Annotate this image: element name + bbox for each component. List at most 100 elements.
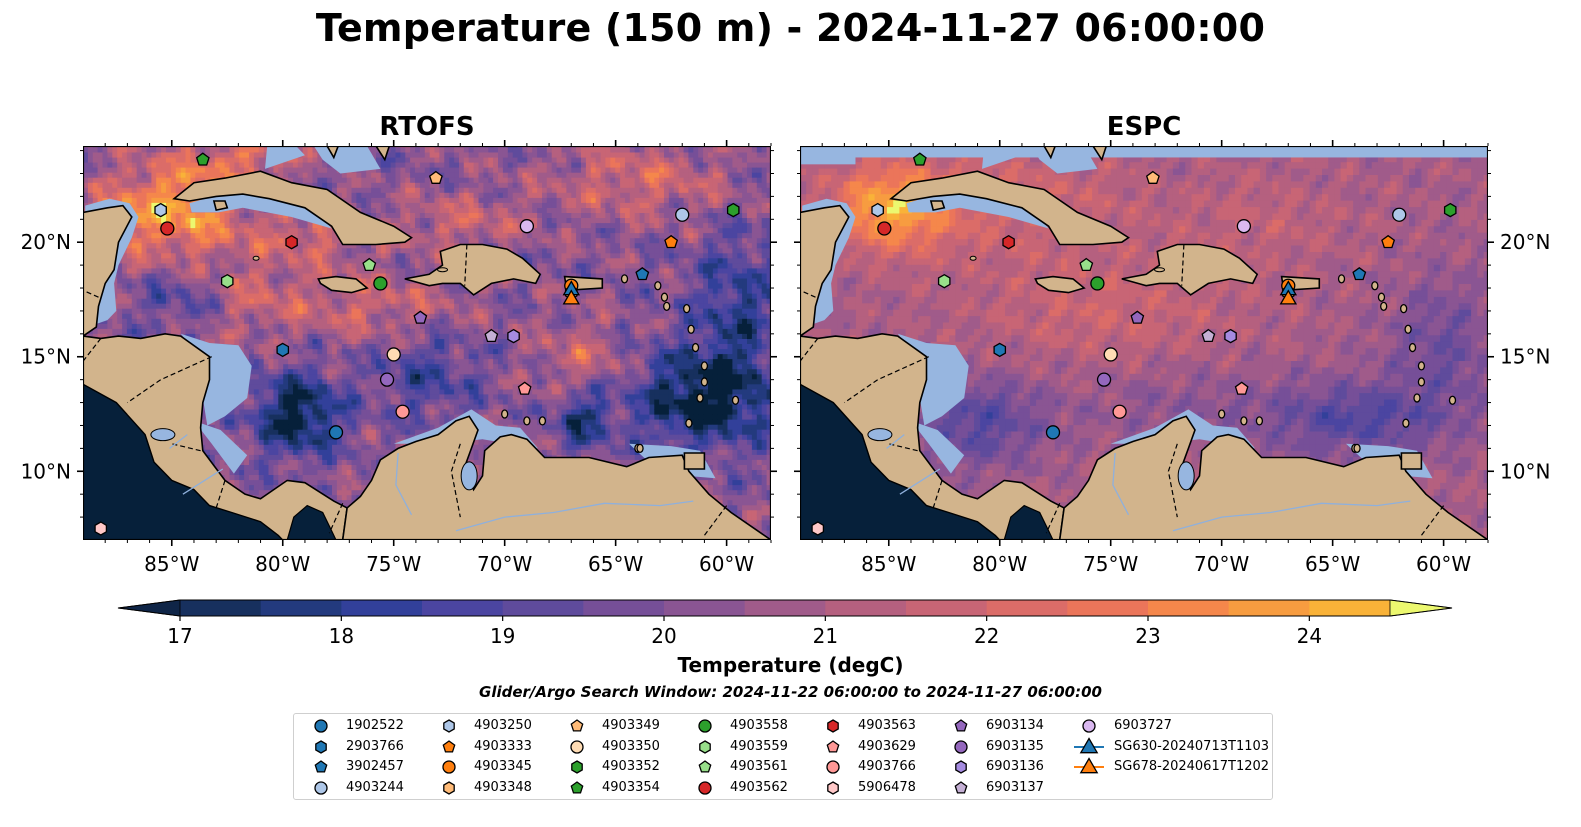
- small-island: [1404, 324, 1412, 334]
- legend-label: 6903134: [986, 718, 1044, 733]
- float-marker-4903354[interactable]: [195, 152, 210, 166]
- legend-label: 6903727: [1114, 718, 1172, 733]
- legend-marker-icon: [826, 739, 840, 753]
- float-marker-6903134[interactable]: [1130, 310, 1145, 324]
- float-marker-6903136[interactable]: [507, 328, 520, 344]
- float-marker-4903352[interactable]: [1443, 202, 1457, 218]
- float-marker-4903250[interactable]: [871, 202, 884, 218]
- country-border: [800, 289, 816, 298]
- river: [1112, 452, 1130, 516]
- country-border: [888, 443, 918, 452]
- legend-marker-icon: [570, 780, 584, 794]
- float-marker-2903766[interactable]: [276, 342, 290, 358]
- float-marker-4903354[interactable]: [912, 152, 927, 166]
- small-island: [1380, 301, 1388, 311]
- float-marker-4903629[interactable]: [1234, 381, 1249, 395]
- map-frame: [83, 146, 771, 540]
- land-cuba: [889, 170, 1130, 246]
- float-marker-4903766[interactable]: [395, 404, 410, 419]
- float-marker-SG678-20240617T1202[interactable]: [562, 289, 581, 305]
- land-bahamas1: [326, 146, 340, 160]
- float-marker-4903559[interactable]: [220, 273, 234, 289]
- colorbar-segment: [422, 600, 504, 616]
- colorbar-segment: [260, 600, 342, 616]
- gulf-of-panama: [1003, 504, 1054, 540]
- lon-tick-label: 70°W: [1194, 552, 1249, 576]
- pacific-ocean: [83, 383, 284, 540]
- float-marker-4903562[interactable]: [877, 221, 892, 236]
- small-island: [1240, 416, 1248, 426]
- legend-marker-icon: [827, 719, 839, 733]
- float-marker-6903727[interactable]: [519, 219, 535, 234]
- lat-tick-label: 20°N: [21, 230, 71, 254]
- float-marker-6903134[interactable]: [413, 310, 428, 324]
- float-markers: [94, 152, 740, 536]
- colorbar-tick-label: 23: [1135, 624, 1160, 648]
- float-marker-4903563[interactable]: [285, 234, 298, 250]
- colorbar-label: Temperature (degC): [677, 653, 904, 677]
- float-marker-4903350[interactable]: [1103, 347, 1118, 362]
- small-island: [1377, 292, 1386, 302]
- float-marker-4903244[interactable]: [675, 207, 690, 222]
- float-marker-6903136[interactable]: [1224, 328, 1237, 344]
- float-marker-4903333[interactable]: [664, 234, 679, 249]
- float-marker-4903350[interactable]: [386, 347, 401, 362]
- float-marker-6903137[interactable]: [484, 328, 499, 343]
- small-island: [252, 255, 260, 261]
- float-marker-4903558[interactable]: [1090, 276, 1105, 291]
- float-marker-4903558[interactable]: [373, 276, 388, 291]
- small-island: [1218, 409, 1226, 419]
- float-marker-SG678-20240617T1202[interactable]: [1279, 289, 1298, 305]
- float-marker-4903333[interactable]: [1381, 234, 1396, 249]
- legend-marker-icon: [570, 739, 584, 754]
- float-marker-6903135[interactable]: [1096, 372, 1112, 387]
- float-marker-4903250[interactable]: [154, 202, 167, 218]
- land-isla: [212, 200, 229, 212]
- float-marker-6903727[interactable]: [1236, 219, 1252, 234]
- small-island: [636, 443, 644, 454]
- small-island: [1154, 267, 1166, 273]
- small-island: [700, 361, 709, 371]
- float-marker-3902457[interactable]: [1352, 266, 1367, 281]
- float-marker-4903562[interactable]: [160, 221, 175, 236]
- colorbar-segment: [341, 600, 423, 616]
- float-marker-5906478[interactable]: [811, 521, 825, 536]
- river: [182, 468, 224, 495]
- float-marker-4903629[interactable]: [517, 381, 532, 395]
- shallow-shelf: [911, 420, 965, 474]
- legend-marker-icon: [442, 760, 456, 774]
- legend-label: 4903563: [858, 718, 916, 733]
- float-marker-4903349[interactable]: [428, 170, 443, 184]
- float-marker-4903349[interactable]: [1145, 170, 1160, 184]
- float-marker-3902457[interactable]: [635, 266, 650, 281]
- float-marker-4903559[interactable]: [937, 273, 951, 289]
- float-marker-5906478[interactable]: [94, 521, 108, 536]
- rtofs-map[interactable]: [83, 146, 771, 540]
- espc-map[interactable]: [800, 146, 1488, 540]
- float-marker-1902522[interactable]: [1045, 425, 1061, 440]
- float-marker-6903137[interactable]: [1201, 328, 1216, 343]
- float-marker-4903563[interactable]: [1002, 234, 1015, 250]
- temperature-colorbar: 17 18 19 20 21 22 23 24: [117, 599, 1453, 648]
- float-marker-2903766[interactable]: [993, 342, 1007, 358]
- float-marker-4903561[interactable]: [1079, 257, 1094, 272]
- lon-tick-label: 65°W: [588, 552, 643, 576]
- legend-marker-icon: [698, 760, 712, 773]
- float-marker-4903244[interactable]: [1392, 207, 1407, 222]
- float-marker-6903135[interactable]: [379, 372, 395, 387]
- land-isla: [929, 200, 946, 212]
- float-marker-4903352[interactable]: [726, 202, 740, 218]
- float-marker-1902522[interactable]: [328, 425, 344, 440]
- legend-marker-icon: [315, 739, 327, 754]
- figure-title: Temperature (150 m) - 2024-11-27 06:00:0…: [315, 6, 1266, 50]
- colorbar-tick-label: 18: [329, 624, 354, 648]
- colorbar-segment: [1309, 600, 1391, 616]
- colorbar-segment: [744, 600, 826, 616]
- lake-maracaibo: [1177, 461, 1195, 491]
- lat-tick-label: 15°N: [1500, 345, 1550, 369]
- float-marker-4903766[interactable]: [1112, 404, 1127, 419]
- legend-marker-icon: [571, 760, 583, 774]
- small-island: [437, 267, 449, 273]
- small-island: [696, 393, 704, 403]
- float-marker-4903561[interactable]: [362, 257, 377, 272]
